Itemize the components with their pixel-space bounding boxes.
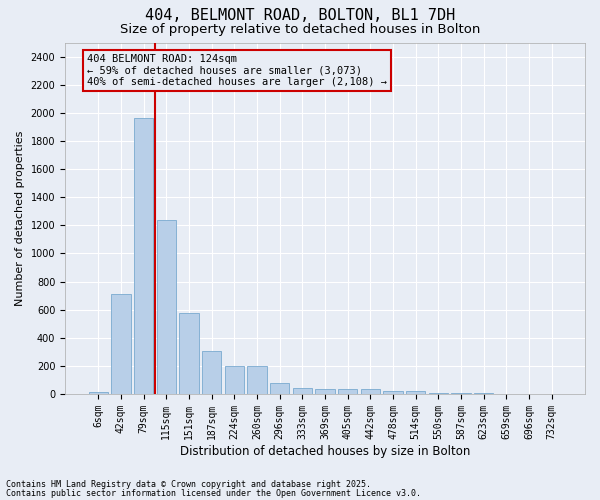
Bar xyxy=(134,118,153,394)
Bar xyxy=(293,388,312,394)
Text: Size of property relative to detached houses in Bolton: Size of property relative to detached ho… xyxy=(120,22,480,36)
X-axis label: Distribution of detached houses by size in Bolton: Distribution of detached houses by size … xyxy=(180,444,470,458)
Bar xyxy=(179,313,199,394)
Bar xyxy=(406,391,425,394)
Bar xyxy=(89,392,108,394)
Y-axis label: Number of detached properties: Number of detached properties xyxy=(15,130,25,306)
Bar xyxy=(202,351,221,394)
Text: Contains HM Land Registry data © Crown copyright and database right 2025.: Contains HM Land Registry data © Crown c… xyxy=(6,480,371,489)
Bar xyxy=(247,366,266,394)
Bar xyxy=(429,392,448,394)
Text: 404 BELMONT ROAD: 124sqm
← 59% of detached houses are smaller (3,073)
40% of sem: 404 BELMONT ROAD: 124sqm ← 59% of detach… xyxy=(87,54,387,87)
Bar xyxy=(316,389,335,394)
Bar xyxy=(361,389,380,394)
Bar xyxy=(383,391,403,394)
Bar xyxy=(338,389,358,394)
Text: 404, BELMONT ROAD, BOLTON, BL1 7DH: 404, BELMONT ROAD, BOLTON, BL1 7DH xyxy=(145,8,455,22)
Bar xyxy=(157,220,176,394)
Bar xyxy=(224,366,244,394)
Text: Contains public sector information licensed under the Open Government Licence v3: Contains public sector information licen… xyxy=(6,488,421,498)
Bar xyxy=(112,294,131,394)
Bar xyxy=(270,382,289,394)
